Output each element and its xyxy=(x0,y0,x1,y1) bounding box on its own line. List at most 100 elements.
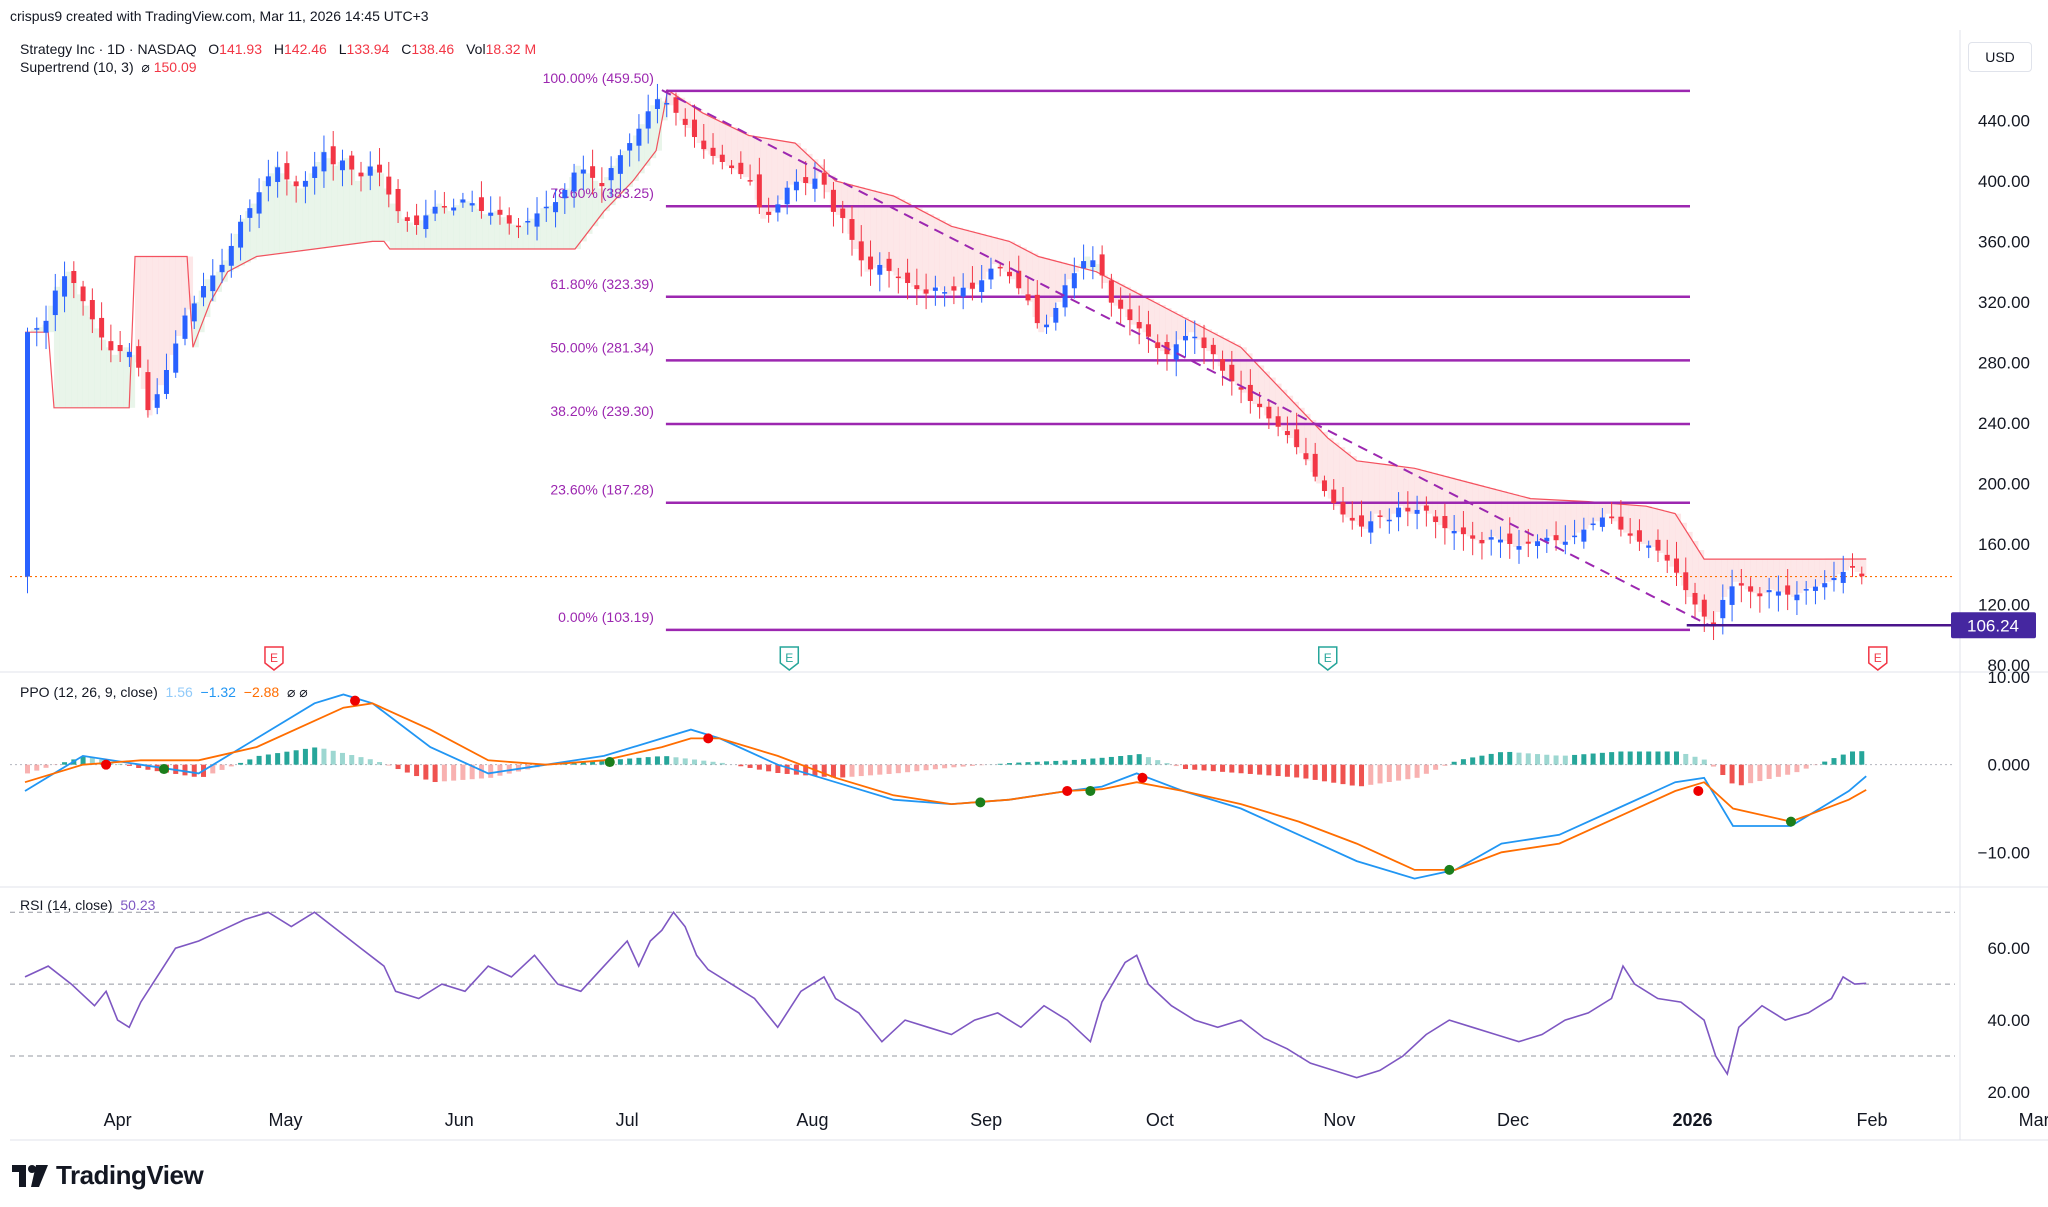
candle-body xyxy=(803,177,809,184)
candle-body xyxy=(89,300,95,320)
candle-body xyxy=(1460,527,1466,535)
ppo-histogram-bar xyxy=(942,764,948,769)
time-axis-label: Apr xyxy=(104,1110,132,1130)
supertrend-fill xyxy=(962,229,969,289)
time-axis-label: May xyxy=(269,1110,303,1130)
ppo-histogram-bar xyxy=(617,759,623,765)
candle-body xyxy=(488,212,494,216)
candle-body xyxy=(1433,516,1439,523)
ohlc-h-label: H xyxy=(273,41,285,57)
supertrend-fill xyxy=(1177,314,1184,340)
ohlc-c-value: 138.46 xyxy=(411,41,455,57)
candle-body xyxy=(1516,546,1522,550)
candle-body xyxy=(719,154,725,162)
candle-body xyxy=(543,206,549,209)
supertrend-fill xyxy=(841,182,848,219)
supertrend-fill xyxy=(1455,478,1462,532)
candle-body xyxy=(173,343,179,373)
candle-body xyxy=(386,176,392,195)
time-axis-label: Jun xyxy=(445,1110,474,1130)
supertrend-fill xyxy=(980,233,987,280)
supertrend-fill xyxy=(111,354,118,408)
candle-body xyxy=(960,287,966,297)
candle-body xyxy=(414,215,420,226)
supertrend-fill xyxy=(563,188,570,249)
ppo-histogram-bar xyxy=(849,764,855,777)
supertrend-fill xyxy=(528,218,535,249)
supertrend-fill xyxy=(679,97,686,121)
rsi-value: 50.23 xyxy=(120,897,156,913)
supertrend-fill xyxy=(1721,559,1728,597)
vol-value: 18.32 M xyxy=(485,41,537,57)
supertrend-fill xyxy=(1686,531,1693,597)
supertrend-fill xyxy=(250,203,257,260)
ppo-histogram-bar xyxy=(932,764,938,770)
candle-body xyxy=(1831,578,1837,581)
ppo-histogram-bar xyxy=(1229,764,1235,773)
candle-body xyxy=(395,188,401,212)
candle-body xyxy=(367,166,373,176)
ppo-histogram-bar xyxy=(1433,764,1439,770)
supertrend-fill xyxy=(1414,468,1421,510)
candle-body xyxy=(1711,622,1717,625)
supertrend-fill xyxy=(1356,460,1363,526)
supertrend-fill xyxy=(499,217,506,249)
candle-body xyxy=(108,341,114,351)
supertrend-fill xyxy=(725,124,732,166)
ppo-histogram-bar xyxy=(210,764,216,774)
fib-level-label: 38.20% (239.30) xyxy=(550,403,654,419)
supertrend-fill xyxy=(1298,407,1305,454)
ppo-histogram-bar xyxy=(395,764,401,770)
supertrend-fill xyxy=(192,301,199,348)
candle-body xyxy=(1368,521,1374,533)
supertrend-fill xyxy=(650,105,657,159)
candle-body xyxy=(525,220,531,223)
supertrend-fill xyxy=(864,188,871,272)
supertrend-fill xyxy=(233,233,240,269)
ppo-histogram-bar xyxy=(1664,751,1670,765)
ppo-histogram-bar xyxy=(126,764,132,766)
supertrend-fill xyxy=(163,256,170,370)
candle-body xyxy=(858,241,864,261)
supertrend-fill xyxy=(1015,244,1021,287)
main-legend: Strategy Inc · 1D · NASDAQ O141.93 H142.… xyxy=(20,40,536,58)
supertrend-fill xyxy=(302,180,309,251)
supertrend-fill xyxy=(1003,239,1010,272)
ppo-histogram-bar xyxy=(1081,759,1087,765)
supertrend-fill xyxy=(1321,432,1328,492)
candle-body xyxy=(793,181,799,191)
candle-body xyxy=(293,181,299,187)
candle-body xyxy=(766,211,772,215)
ppo-histogram-bar xyxy=(710,761,716,765)
vol-label: Vol xyxy=(466,41,486,57)
supertrend-fill xyxy=(187,256,194,310)
candle-body xyxy=(1099,254,1105,276)
ppo-histogram-bar xyxy=(1090,758,1096,765)
ppo-histogram-bar xyxy=(238,762,244,765)
ppo-histogram-bar xyxy=(1692,756,1698,765)
candle-body xyxy=(1247,384,1253,402)
candle-body xyxy=(868,256,874,270)
candle-body xyxy=(608,168,614,181)
supertrend-fill xyxy=(1142,295,1149,333)
currency-button[interactable]: USD xyxy=(1968,42,2032,72)
fib-level-label: 0.00% (103.19) xyxy=(558,609,654,625)
candle-body xyxy=(979,280,985,292)
ppo-histogram-bar xyxy=(979,764,985,766)
rsi-line xyxy=(24,910,1867,1079)
supertrend-fill xyxy=(1814,559,1821,587)
supertrend-fill xyxy=(928,214,935,291)
supertrend-fill xyxy=(806,153,813,184)
supertrend-fill xyxy=(737,129,744,174)
candle-body xyxy=(923,289,929,294)
supertrend-fill xyxy=(65,271,72,408)
ppo-histogram-bar xyxy=(1840,754,1846,765)
supertrend-fill xyxy=(1101,274,1108,284)
supertrend-fill xyxy=(1588,501,1595,526)
ppo-histogram-bar xyxy=(1470,757,1476,765)
ppo-histogram-bar xyxy=(339,752,345,765)
ppo-histogram-bar xyxy=(1609,752,1615,765)
supertrend-fill xyxy=(1796,559,1803,594)
candle-body xyxy=(34,328,40,330)
